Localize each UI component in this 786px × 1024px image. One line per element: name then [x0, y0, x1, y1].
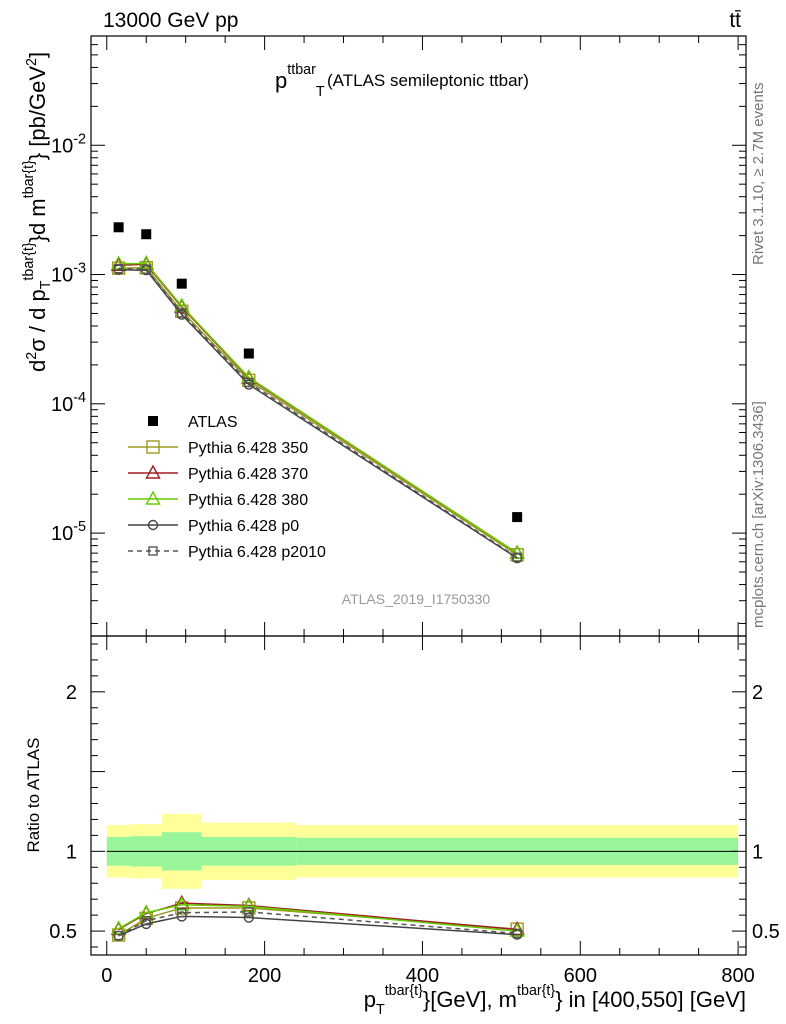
x-tick-label: 400 — [406, 965, 439, 987]
legend-marker — [145, 490, 161, 505]
x-tick-label: 800 — [721, 965, 754, 987]
legend-label: ATLAS — [188, 414, 238, 431]
plot-title-text: (ATLAS semileptonic ttbar) — [327, 71, 529, 90]
main-point-data — [243, 348, 254, 359]
plot-title-var: pttbarT — [275, 62, 325, 100]
legend-entry-p350: Pythia 6.428 350 — [128, 440, 308, 457]
x-tick-label: 600 — [564, 965, 597, 987]
main-point-data — [512, 512, 523, 523]
ratio-point-p2010 — [141, 916, 151, 926]
x-tick-label: 200 — [248, 965, 281, 987]
x-axis-label: pTtbar{t}}[GeV], mtbar{t}} in [400,550] … — [364, 983, 746, 1018]
main-line-p380 — [118, 262, 518, 554]
legend-marker — [148, 546, 158, 556]
ratio-point-p2010 — [177, 908, 187, 918]
ratio-y-tick-label-right: 2 — [752, 682, 763, 704]
legend-entry-p2010: Pythia 6.428 p2010 — [128, 544, 326, 561]
main-point-data — [141, 229, 152, 240]
ratio-point-p380 — [174, 896, 190, 911]
main-point-p2010 — [177, 308, 187, 318]
ratio-point-p2010 — [113, 930, 124, 941]
main-line-p2010 — [118, 267, 518, 558]
main-y-tick-label: 10-2 — [51, 131, 86, 157]
main-point-p2010 — [512, 552, 522, 562]
main-point-p2010 — [141, 264, 151, 274]
main-y-tick-label: 10-4 — [51, 390, 86, 416]
ratio-point-p2010 — [244, 907, 254, 917]
rivet-version-label: Rivet 3.1.10, ≥ 2.7M events — [750, 83, 767, 266]
ratio-point-p350 — [242, 901, 256, 915]
legend-entry-data: ATLAS — [148, 414, 238, 431]
legend-entry-p0: Pythia 6.428 p0 — [128, 518, 299, 535]
ratio-y-tick-label-right: 1 — [752, 841, 763, 863]
main-point-data — [176, 278, 187, 289]
legend-marker — [148, 416, 158, 426]
ratio-y-tick-label: 1 — [66, 841, 77, 863]
legend-label: Pythia 6.428 350 — [188, 440, 308, 457]
main-y-tick-label: 10-3 — [51, 261, 86, 287]
mcplots-label: mcplots.cern.ch [arXiv:1306.3436] — [750, 401, 767, 628]
legend-marker — [146, 440, 160, 454]
main-series-p2010 — [113, 263, 522, 562]
main-point-p2010 — [244, 377, 254, 388]
ratio-y-tick-label: 0.5 — [49, 921, 77, 943]
ratio-series-p2010 — [113, 907, 522, 941]
ratio-y-tick-label: 2 — [66, 682, 77, 704]
ratio-series-p370 — [110, 894, 525, 936]
legend-marker — [147, 519, 159, 531]
main-point-p380 — [138, 254, 154, 270]
legend-label: Pythia 6.428 370 — [188, 466, 308, 483]
legend-label: Pythia 6.428 p0 — [188, 518, 299, 535]
energy-label: 13000 GeV pp — [103, 9, 238, 32]
process-label: tt̄ — [729, 9, 741, 32]
ratio-point-p2010 — [512, 928, 522, 939]
legend-label: Pythia 6.428 380 — [188, 492, 308, 509]
ratio-line-p2010 — [118, 911, 518, 937]
ratio-plot-frame — [90, 635, 747, 956]
ratio-point-p0 — [243, 912, 255, 923]
legend-marker — [145, 464, 161, 479]
x-tick-label: 0 — [101, 965, 112, 987]
main-y-tick-label: 10-5 — [51, 519, 86, 545]
watermark: ATLAS_2019_I1750330 — [342, 591, 491, 607]
main-point-p2010 — [113, 263, 124, 274]
main-point-p380 — [174, 297, 190, 312]
main-y-axis-label: d2σ / d pTtbar{t}}d mtbar{t}} [pb/GeV2] — [21, 52, 54, 372]
ratio-point-p380 — [110, 920, 127, 935]
ratio-point-p380 — [241, 897, 257, 913]
main-line-p0 — [118, 268, 518, 559]
legend-label: Pythia 6.428 p2010 — [188, 544, 326, 561]
main-series-p380 — [110, 254, 525, 559]
main-point-data — [113, 222, 124, 233]
ratio-y-axis-label: Ratio to ATLAS — [24, 738, 43, 853]
legend-entry-p380: Pythia 6.428 380 — [128, 490, 308, 509]
main-series-data — [113, 222, 523, 523]
legend-entry-p370: Pythia 6.428 370 — [128, 464, 308, 483]
ratio-point-p380 — [138, 904, 154, 919]
ratio-line-p380 — [118, 904, 518, 932]
ratio-y-tick-label-right: 0.5 — [752, 921, 780, 943]
